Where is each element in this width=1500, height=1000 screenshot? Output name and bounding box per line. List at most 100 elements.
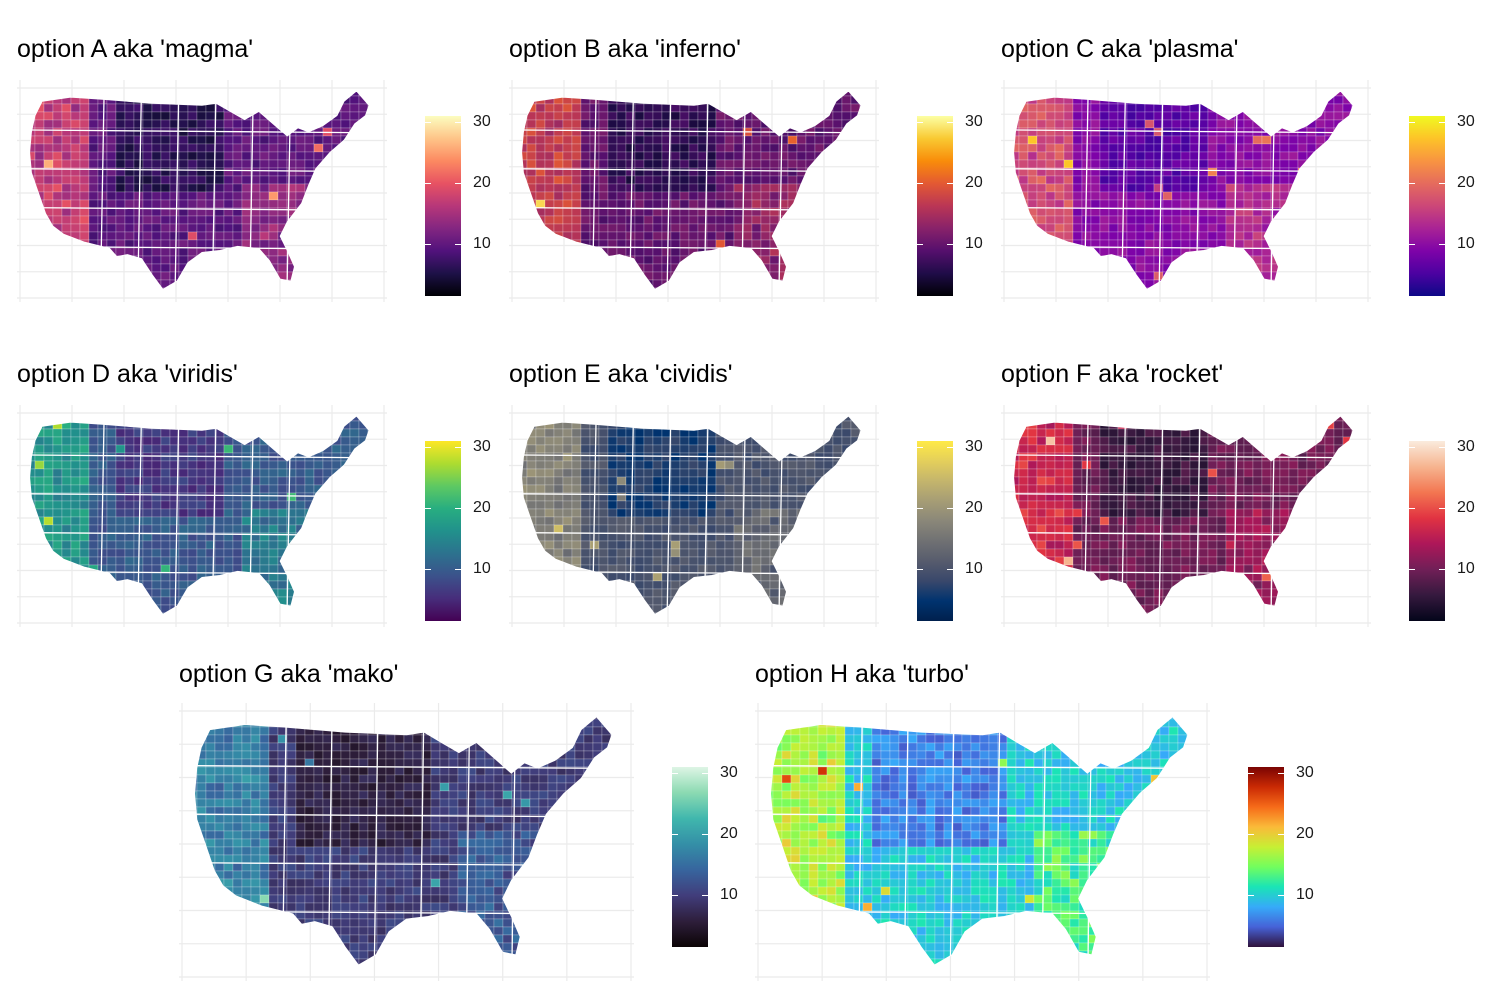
- legend-tick-mark: [1278, 834, 1284, 836]
- legend-tick-mark: [455, 244, 461, 246]
- legend-tick-mark: [1439, 122, 1445, 124]
- legend-tick-label: 10: [965, 235, 983, 253]
- map-svg: [1001, 405, 1371, 627]
- legend-color-bar: [672, 767, 708, 947]
- panel-turbo: option H aka 'turbo' 10 20 30: [738, 625, 1338, 995]
- panel-cividis: option E aka 'cividis' 10 20 30: [492, 325, 983, 645]
- legend-tick-mark: [1439, 183, 1445, 185]
- panel-mako: option G aka 'mako' 10 20 30: [162, 625, 738, 995]
- map-svg: [1001, 80, 1371, 302]
- legend-color-bar: [425, 116, 461, 296]
- legend-tick-mark: [1278, 773, 1284, 775]
- legend-tick-mark: [1439, 447, 1445, 449]
- legend-color-bar: [1248, 767, 1284, 947]
- legend-tick-mark: [917, 183, 923, 185]
- legend-tick-mark: [1248, 834, 1254, 836]
- legend-tick-label: 20: [965, 174, 983, 192]
- legend-tick-mark: [947, 447, 953, 449]
- legend-tick-mark: [672, 834, 678, 836]
- legend-tick-mark: [425, 447, 431, 449]
- legend-color-bar: [917, 441, 953, 621]
- us-county-map: [509, 80, 879, 302]
- map-svg: [755, 703, 1210, 981]
- legend-tick-mark: [425, 569, 431, 571]
- panel-viridis: option D aka 'viridis' 10 20 30: [0, 325, 491, 645]
- map-svg: [509, 405, 879, 627]
- us-county-map: [509, 405, 879, 627]
- us-county-map: [17, 80, 387, 302]
- panel-title: option H aka 'turbo': [755, 660, 969, 688]
- legend-tick-mark: [1278, 895, 1284, 897]
- legend-tick-mark: [672, 773, 678, 775]
- legend-tick-label: 30: [473, 113, 491, 131]
- legend-tick-label: 10: [1457, 235, 1475, 253]
- legend-tick-mark: [455, 508, 461, 510]
- legend-tick-mark: [917, 569, 923, 571]
- panel-title: option G aka 'mako': [179, 660, 399, 688]
- panel-title: option D aka 'viridis': [17, 360, 238, 388]
- legend-tick-mark: [917, 447, 923, 449]
- legend-tick-mark: [947, 508, 953, 510]
- legend-tick-mark: [1439, 569, 1445, 571]
- legend-tick-mark: [1248, 773, 1254, 775]
- legend-tick-label: 10: [1457, 560, 1475, 578]
- legend-tick-mark: [455, 122, 461, 124]
- legend-tick-label: 30: [720, 764, 738, 782]
- legend-tick-mark: [455, 447, 461, 449]
- legend-color-bar: [917, 116, 953, 296]
- legend-tick-mark: [702, 895, 708, 897]
- panel-title: option E aka 'cividis': [509, 360, 733, 388]
- legend-tick-mark: [702, 773, 708, 775]
- map-svg: [179, 703, 634, 981]
- legend-tick-mark: [947, 569, 953, 571]
- legend-color-bar: [425, 441, 461, 621]
- legend-tick-mark: [947, 183, 953, 185]
- legend-color-bar: [1409, 116, 1445, 296]
- panel-title: option C aka 'plasma': [1001, 35, 1239, 63]
- legend-tick-mark: [947, 244, 953, 246]
- legend-tick-label: 20: [1457, 174, 1475, 192]
- legend-tick-mark: [1439, 244, 1445, 246]
- legend-tick-mark: [425, 183, 431, 185]
- us-county-map: [1001, 80, 1371, 302]
- legend-tick-mark: [917, 122, 923, 124]
- legend-tick-mark: [1409, 508, 1415, 510]
- legend-tick-mark: [917, 508, 923, 510]
- legend-tick-label: 10: [965, 560, 983, 578]
- legend-tick-label: 30: [965, 113, 983, 131]
- legend-tick-mark: [1409, 183, 1415, 185]
- legend-tick-mark: [917, 244, 923, 246]
- legend-tick-label: 10: [473, 235, 491, 253]
- legend-color-bar: [1409, 441, 1445, 621]
- panel-magma: option A aka 'magma' 10 20 30: [0, 0, 491, 320]
- legend-tick-mark: [1248, 895, 1254, 897]
- panel-title: option B aka 'inferno': [509, 35, 741, 63]
- us-county-map: [1001, 405, 1371, 627]
- us-county-map: [179, 703, 634, 981]
- legend-tick-mark: [1409, 244, 1415, 246]
- legend-tick-label: 20: [965, 499, 983, 517]
- legend-tick-label: 30: [1457, 438, 1475, 456]
- legend-tick-label: 30: [473, 438, 491, 456]
- legend-tick-label: 20: [1457, 499, 1475, 517]
- legend-tick-mark: [1409, 122, 1415, 124]
- legend-tick-mark: [455, 183, 461, 185]
- legend-tick-mark: [455, 569, 461, 571]
- legend-tick-label: 20: [1296, 825, 1314, 843]
- map-svg: [17, 405, 387, 627]
- legend-tick-label: 30: [1457, 113, 1475, 131]
- legend-tick-label: 10: [720, 886, 738, 904]
- panel-rocket: option F aka 'rocket' 10 20 30: [984, 325, 1500, 645]
- legend-tick-mark: [425, 508, 431, 510]
- legend-tick-label: 10: [473, 560, 491, 578]
- legend-tick-mark: [1439, 508, 1445, 510]
- us-county-map: [755, 703, 1210, 981]
- panel-plasma: option C aka 'plasma' 10 20 30: [984, 0, 1500, 320]
- legend-tick-mark: [1409, 569, 1415, 571]
- map-svg: [17, 80, 387, 302]
- legend-tick-label: 10: [1296, 886, 1314, 904]
- legend-tick-label: 20: [473, 499, 491, 517]
- legend-tick-mark: [702, 834, 708, 836]
- map-svg: [509, 80, 879, 302]
- legend-tick-label: 20: [473, 174, 491, 192]
